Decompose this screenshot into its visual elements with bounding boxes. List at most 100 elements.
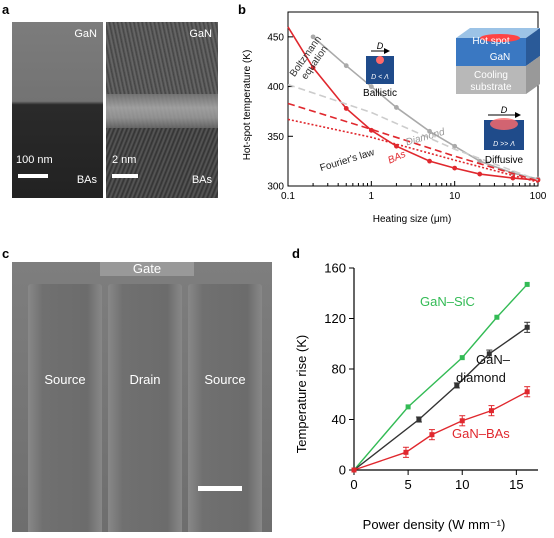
y-tick-label: 120: [324, 311, 346, 326]
scale-label: 100 nm: [16, 154, 53, 166]
chart-d: 0 5 10 15 0 40 80 120 160 Power density (W mm⁻¹)…: [294, 261, 538, 532]
data-point: [524, 324, 530, 330]
y-tick-label: 0: [339, 463, 346, 478]
data-point: [429, 432, 435, 438]
scale-bar: [18, 174, 48, 178]
gan-bas-label: GaN–BAs: [452, 426, 510, 441]
axes: 0.1 1 10 100 300 350 400 450: [267, 11, 547, 202]
y-tick-label: 80: [332, 362, 346, 377]
source-left-pad: [28, 284, 102, 532]
x-tick-label: 15: [509, 477, 523, 492]
diffusive-condition: D >> Λ: [493, 141, 515, 148]
y-tick-label: 40: [332, 412, 346, 427]
tem-micrograph: GaN BAs 2 nm: [106, 22, 218, 198]
y-axis-title: Temperature rise (K): [294, 335, 309, 453]
axes: 0 5 10 15 0 40 80 120 160: [324, 261, 538, 492]
bas-lattice: [106, 128, 218, 198]
panel-label-d: d: [292, 246, 300, 261]
y-tick-label: 450: [267, 32, 284, 43]
panel-label-b: b: [238, 2, 246, 17]
series-group: [351, 281, 531, 473]
series-line: [287, 118, 539, 183]
data-point: [452, 165, 458, 171]
y-tick-label: 350: [267, 132, 284, 143]
interface-layer: [106, 94, 218, 128]
x-tick-label: 0.1: [281, 191, 295, 202]
panel-label-c: c: [2, 246, 10, 261]
gan-label: GaN: [74, 28, 97, 40]
x-tick-label: 5: [405, 477, 412, 492]
device-stack-inset: [456, 28, 540, 94]
series-line: [287, 83, 539, 181]
y-tick-label: 160: [324, 261, 346, 276]
boltzmann-annotation: Boltzmann equation: [288, 34, 331, 82]
gan-label: GaN: [189, 28, 212, 40]
gan-diamond-label-2: diamond: [456, 370, 506, 385]
data-point: [403, 449, 409, 455]
d-symbol: D: [377, 41, 384, 51]
gan-label: GaN: [490, 52, 511, 63]
data-point: [427, 128, 432, 134]
x-axis-title: Heating size (μm): [373, 214, 452, 225]
drain-label: Drain: [129, 372, 161, 387]
data-point: [477, 158, 483, 164]
y-tick-label: 300: [267, 182, 284, 193]
bas-label: BAs: [191, 174, 212, 186]
y-tick-label: 400: [267, 82, 284, 93]
data-point: [343, 106, 349, 111]
data-point: [486, 351, 492, 357]
x-tick-label: 1: [369, 191, 375, 202]
gan-sic-label: GaN–SiC: [420, 294, 475, 309]
drain-pad: [108, 284, 182, 532]
scale-label: 2 nm: [112, 154, 137, 166]
y-axis-title: Hot-spot temperature (K): [242, 50, 253, 161]
data-point: [368, 84, 374, 89]
data-point: [510, 175, 516, 181]
d-symbol: D: [501, 105, 508, 115]
ballistic-label: Ballistic: [363, 88, 397, 99]
scale-bar: [112, 174, 138, 178]
source-right-pad: [188, 284, 262, 532]
x-tick-label: 10: [455, 477, 469, 492]
data-point: [394, 105, 399, 110]
sem-micrograph: GaN BAs 100 nm: [12, 22, 103, 198]
gate-pad: [100, 262, 194, 276]
data-point: [459, 418, 465, 424]
data-point: [524, 281, 530, 287]
scale-bar: [198, 486, 242, 491]
data-point: [454, 382, 460, 388]
data-point: [459, 355, 465, 361]
data-point: [477, 171, 483, 177]
device-sem-image: Gate Source Drain Source: [12, 262, 272, 532]
data-point: [494, 314, 500, 320]
panel-label-a: a: [2, 2, 10, 17]
gate-label: Gate: [132, 262, 162, 276]
data-point: [310, 34, 316, 40]
x-tick-label: 100: [530, 191, 547, 202]
ballistic-condition: D < Λ: [371, 74, 389, 81]
x-tick-label: 10: [449, 191, 461, 202]
data-point: [488, 408, 494, 414]
data-point: [416, 417, 422, 422]
data-point: [343, 63, 349, 69]
fourier-label: Fourier's law: [319, 147, 377, 174]
x-tick-label: 0: [350, 477, 357, 492]
data-point: [405, 404, 411, 410]
cooling-label-2: substrate: [470, 82, 512, 93]
bas-label: BAs: [76, 174, 97, 186]
series-line: [287, 26, 539, 181]
bas-label: BAs: [386, 149, 407, 167]
series-group: [287, 26, 541, 183]
data-point: [524, 389, 530, 395]
data-point: [310, 65, 316, 71]
heat-spread-marker: [490, 118, 518, 130]
diamond-label: Diamond: [405, 127, 447, 149]
gan-diamond-label-1: GaN–: [476, 352, 511, 367]
data-point: [351, 467, 357, 473]
data-point: [427, 158, 432, 164]
hot-spot-marker: [376, 56, 384, 64]
plot-frame: [287, 11, 539, 187]
cooling-label-1: Cooling: [474, 70, 508, 81]
diffusive-label: Diffusive: [485, 155, 524, 166]
